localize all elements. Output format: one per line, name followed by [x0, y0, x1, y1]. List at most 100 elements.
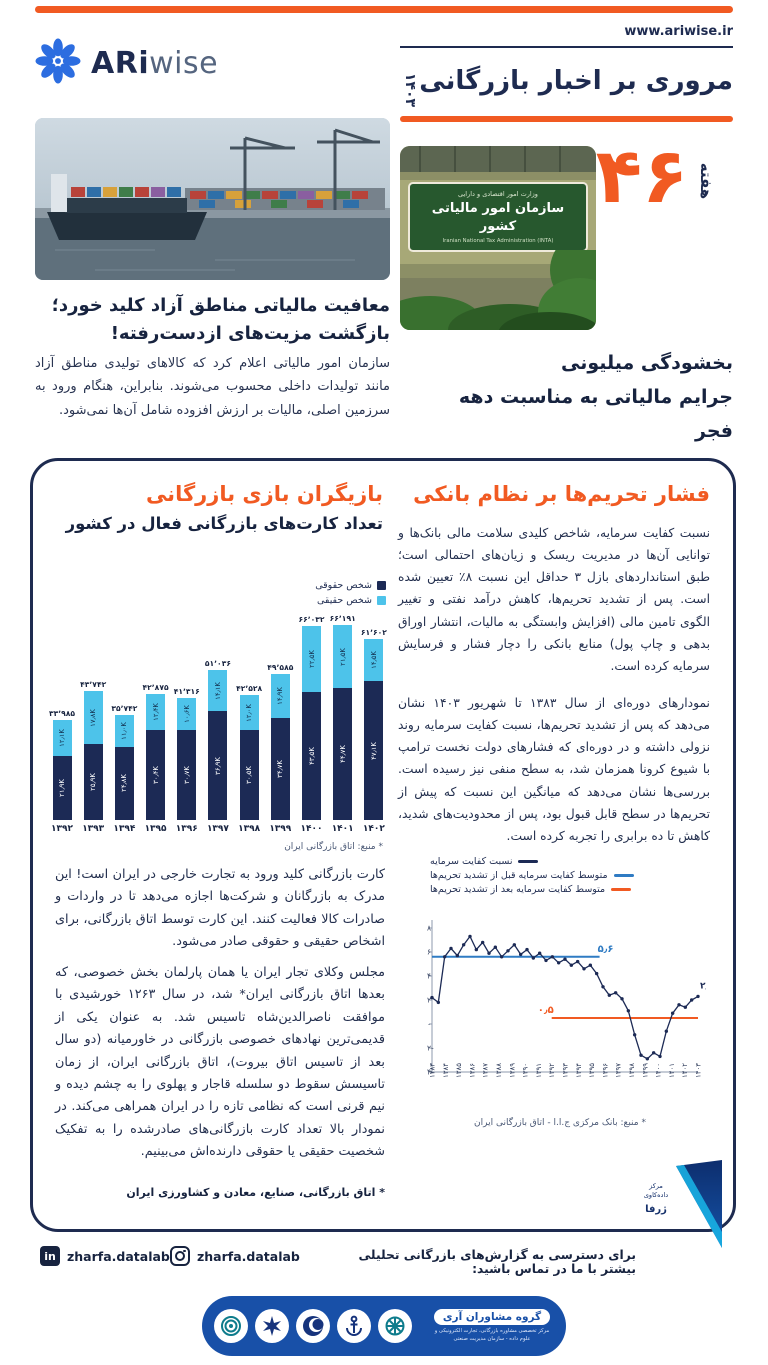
bar-segment-dark: ۳۰٫۷K	[177, 729, 197, 820]
bar-column: ۶۶٬۰۳۲ ۲۲٫۵K ۴۳٫۵K ۱۴۰۰	[298, 614, 325, 834]
legend-swatch	[377, 596, 386, 605]
port-photo	[35, 118, 390, 280]
t tax-office-photo: وزارت امور اقتصادی و دارایی سازمان امور …	[400, 146, 596, 330]
line-chart-legend: نسبت کفایت سرمایه متوسط کفایت سرمایه قبل…	[430, 856, 710, 898]
line-chart-source: * منبع: بانک مرکزی ج.ا.ا - اتاق بازرگانی…	[474, 1118, 646, 1128]
bar-chart: شخص حقوقی شخص حقیقی ۳۳٬۹۸۵ ۱۲٫۱K ۲۱٫۹K ۱۳۹۲…	[48, 572, 388, 834]
bar-segment-light: ۱۱٫۰K	[114, 714, 134, 747]
svg-text:۱۳۸۴: ۱۳۸۴	[442, 1063, 450, 1078]
bar-segment-label: ۲۱٫۹K	[58, 778, 66, 797]
partner-logo-star-icon	[255, 1309, 289, 1343]
partner-logo-anchor-icon	[337, 1309, 371, 1343]
partner-logo-wheel-icon	[378, 1309, 412, 1343]
legend-swatch	[518, 860, 539, 863]
svg-text:۱۳۸۷: ۱۳۸۷	[482, 1063, 490, 1078]
legend-item: شخص حقیقی	[315, 595, 386, 606]
svg-text:۱۳۹۵: ۱۳۹۵	[588, 1063, 596, 1078]
bar-segment-light: ۲۲٫۵K	[302, 625, 321, 692]
svg-text:۱۴۰۳: ۱۴۰۳	[695, 1063, 703, 1078]
tax-sign-title: سازمان امور مالیاتی کشور	[431, 201, 565, 234]
bar-total-label: ۶۶٬۱۹۱	[329, 614, 356, 624]
partners-footer: گروه مشاوران آری مرکز تخصصی مشاوره بازرگ…	[202, 1296, 566, 1356]
bar-column: ۴۱٬۳۱۶ ۱۰٫۶K ۳۰٫۷K ۱۳۹۶	[174, 687, 200, 834]
legend-swatch	[377, 581, 386, 590]
free-zone-body: سازمان امور مالیاتی اعلام کرد که کالاهای…	[35, 356, 390, 418]
legend-label: متوسط کفایت سرمایه قبل از تشدید تحریم‌ها	[430, 870, 608, 881]
banking-article-paragraph: نمودارهای دوره‌ای از سال ۱۳۸۳ تا شهریور …	[398, 696, 710, 843]
svg-text:۱۳۹۰: ۱۳۹۰	[522, 1063, 530, 1078]
bar-segment-label: ۳۰٫۵K	[245, 766, 254, 784]
svg-text:۱۴۰۲: ۱۴۰۲	[681, 1063, 689, 1078]
bar-year-label: ۱۳۹۹	[269, 824, 292, 834]
bar-segment-dark: ۲۴٫۸K	[114, 746, 134, 820]
tax-office-sign: وزارت امور اقتصادی و دارایی سازمان امور …	[408, 182, 588, 253]
legend-label: شخص حقوقی	[315, 580, 372, 591]
bar-segment-label: ۳۶٫۹K	[213, 756, 222, 775]
legend-swatch	[611, 888, 632, 891]
svg-text:۱۳۹۴: ۱۳۹۴	[575, 1063, 583, 1078]
page-title: مروری بر اخبار بازرگانی	[419, 66, 733, 96]
bar-segment-label: ۱۱٫۰K	[120, 721, 129, 740]
bar-segment-dark: ۴۴٫۷K	[333, 688, 353, 820]
svg-text:۰: ۰	[427, 1020, 431, 1029]
bar-chart-source: * منبع: اتاق بازرگانی ایران	[284, 842, 383, 852]
legend-item: شخص حقوقی	[315, 580, 386, 591]
svg-text:۲: ۲	[427, 996, 431, 1005]
bar-total-label: ۶۱٬۶۰۲	[360, 627, 387, 637]
bar-column: ۳۵٬۷۴۲ ۱۱٫۰K ۲۴٫۸K ۱۳۹۴	[111, 703, 138, 834]
bar-total-label: ۶۶٬۰۳۲	[298, 614, 325, 624]
partner-logo-rings-icon	[214, 1309, 248, 1343]
bar-total-label: ۴۲٬۸۷۵	[142, 682, 169, 692]
bar-segment-dark: ۳۰٫۵K	[239, 730, 259, 820]
bar-column: ۶۶٬۱۹۱ ۲۱٫۵K ۴۴٫۷K ۱۴۰۱	[329, 614, 356, 834]
bar-segment-dark: ۲۱٫۹K	[52, 755, 72, 820]
partner-logos	[214, 1309, 422, 1343]
legend-item: نسبت کفایت سرمایه	[430, 856, 539, 867]
bar-chart-bars: ۳۳٬۹۸۵ ۱۲٫۱K ۲۱٫۹K ۱۳۹۲ ۴۳٬۷۴۲ ۱۷٫۸K ۲۵٫۹K ۱۳۹۳…	[49, 614, 387, 834]
bar-column: ۴۲٬۸۷۵ ۱۲٫۴K ۳۰٫۴K ۱۳۹۵	[142, 682, 169, 834]
bar-segment-light: ۱۴٫۹K	[270, 673, 290, 718]
svg-text:۱۳۸۹: ۱۳۸۹	[508, 1063, 516, 1078]
bar-segment-label: ۱۰٫۶K	[182, 705, 191, 723]
legend-item: متوسط کفایت سرمایه قبل از تشدید تحریم‌ها	[430, 870, 634, 881]
svg-text:-۲: -۲	[427, 1044, 434, 1053]
bar-year-label: ۱۳۹۶	[175, 824, 198, 834]
tax-sign-ministry: وزارت امور اقتصادی و دارایی	[458, 190, 538, 198]
bar-total-label: ۴۹٬۵۸۵	[267, 662, 294, 672]
bar-segment-light: ۱۲٫۱K	[52, 719, 72, 756]
banking-article-paragraph: نسبت کفایت سرمایه، شاخص کلیدی سلامت مالی…	[398, 526, 710, 673]
consultants-brand: گروه مشاوران آری مرکز تخصصی مشاوره بازرگ…	[430, 1308, 554, 1344]
svg-text:۱۴۰۰: ۱۴۰۰	[655, 1063, 663, 1078]
linkedin-link[interactable]: in zharfa.datalab	[40, 1246, 170, 1266]
svg-text:۱۳۹۹: ۱۳۹۹	[641, 1063, 649, 1078]
svg-text:۰٫۵: ۰٫۵	[538, 1005, 554, 1016]
bar-segment-light: ۱۰٫۶K	[177, 698, 197, 730]
week-label: هفته	[697, 162, 715, 200]
ariwise-logo-icon	[35, 38, 81, 88]
bar-segment-label: ۳۴٫۷K	[276, 760, 285, 778]
bar-total-label: ۴۳٬۷۴۲	[80, 680, 107, 690]
svg-text:۸: ۸	[427, 924, 431, 933]
cards-article-paragraph: مجلس وکلای تجار ایران یا همان پارلمان بخ…	[55, 965, 385, 1160]
bar-segment-label: ۳۰٫۷K	[182, 765, 191, 784]
linkedin-icon: in	[40, 1246, 60, 1266]
svg-text:۱۳۸۵: ۱۳۸۵	[455, 1063, 463, 1078]
bar-segment-label: ۱۴٫۱K	[213, 681, 222, 700]
bar-year-label: ۱۳۹۸	[238, 824, 261, 834]
bar-segment-label: ۲۲٫۵K	[307, 649, 316, 668]
bar-total-label: ۳۵٬۷۴۲	[111, 703, 138, 713]
linkedin-handle: zharfa.datalab	[67, 1248, 170, 1264]
bar-segment-label: ۴۴٫۷K	[338, 745, 347, 763]
instagram-link[interactable]: zharfa.datalab	[170, 1246, 300, 1266]
bar-segment-label: ۴۳٫۵K	[307, 747, 316, 765]
bar-segment-dark: ۳۴٫۷K	[270, 717, 290, 820]
bar-year-label: ۱۳۹۳	[82, 824, 105, 834]
website-link[interactable]: www.ariwise.ir	[624, 24, 733, 39]
bar-segment-light: ۱۲٫۴K	[146, 693, 166, 731]
bar-segment-light: ۱۴٫۵K	[364, 638, 384, 682]
svg-text:۱۳۸۳: ۱۳۸۳	[429, 1063, 437, 1078]
svg-text:۵٫۶: ۵٫۶	[598, 944, 614, 955]
bar-segment-light: ۱۷٫۸K	[83, 691, 103, 744]
main-report-card	[30, 458, 736, 1232]
contact-text: برای دسترسی به گزارش‌های بازرگانی تحلیلی…	[358, 1248, 636, 1276]
